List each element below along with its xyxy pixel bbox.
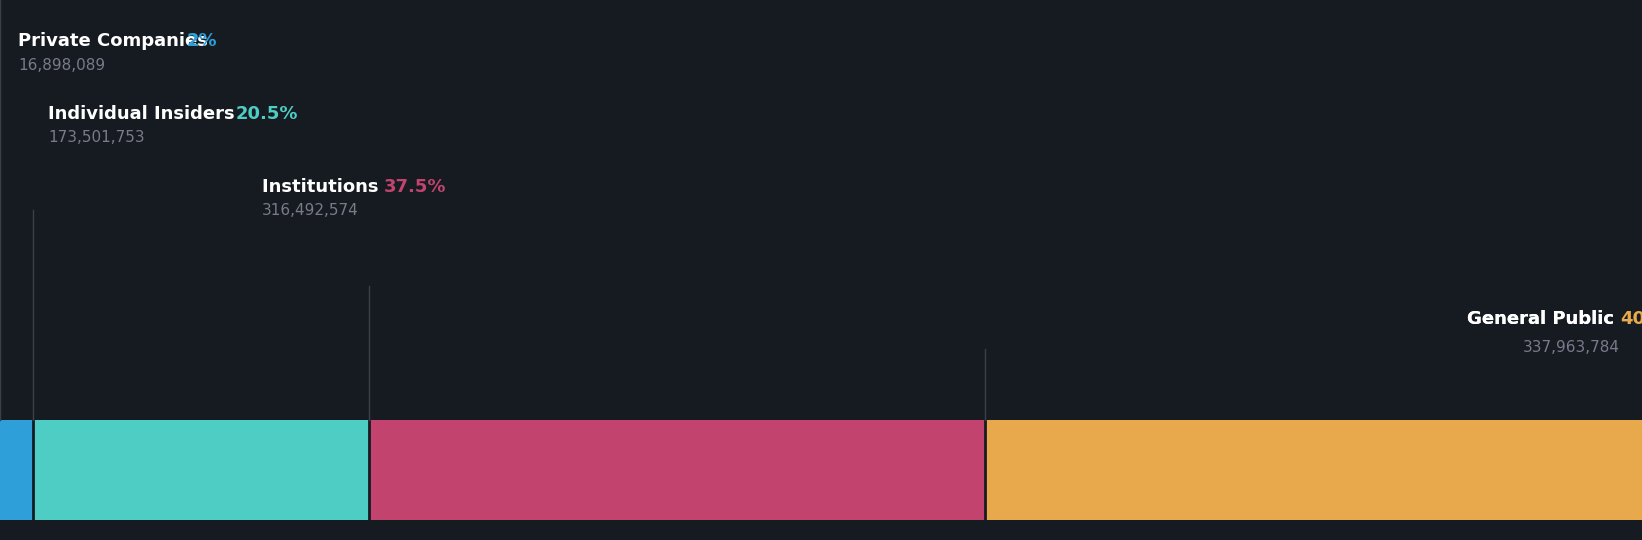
Text: 40%: 40% xyxy=(1621,310,1642,328)
Bar xyxy=(985,420,1642,520)
Bar xyxy=(33,420,369,520)
Text: Institutions: Institutions xyxy=(263,178,384,196)
Text: General Public: General Public xyxy=(1466,310,1621,328)
Text: 337,963,784: 337,963,784 xyxy=(1524,340,1621,355)
Text: 37.5%: 37.5% xyxy=(384,178,447,196)
Bar xyxy=(369,420,985,520)
Text: 316,492,574: 316,492,574 xyxy=(263,203,358,218)
Text: 2%: 2% xyxy=(187,32,217,50)
Text: 16,898,089: 16,898,089 xyxy=(18,58,105,73)
Text: 173,501,753: 173,501,753 xyxy=(48,130,144,145)
Bar xyxy=(0,420,33,520)
Text: 20.5%: 20.5% xyxy=(235,105,297,123)
Text: General Public: General Public xyxy=(1466,310,1621,328)
Text: Private Companies: Private Companies xyxy=(18,32,213,50)
Text: Individual Insiders: Individual Insiders xyxy=(48,105,241,123)
